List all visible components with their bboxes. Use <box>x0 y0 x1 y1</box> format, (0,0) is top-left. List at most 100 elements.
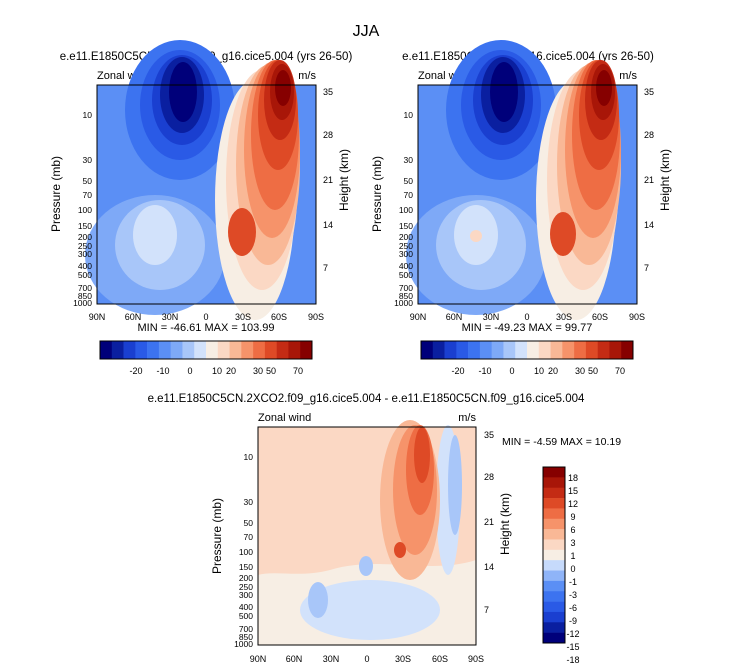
y-tick: 250 <box>239 582 253 592</box>
colorbar-label: -20 <box>451 366 464 376</box>
y-tick: 100 <box>78 205 92 215</box>
colorbar-swatch <box>468 341 481 359</box>
diff-jet-4 <box>414 427 430 483</box>
y2-tick: 7 <box>484 605 489 615</box>
x-tick: 90N <box>250 654 267 664</box>
colorbar-swatch <box>543 622 565 633</box>
colorbar-label: 20 <box>226 366 236 376</box>
y2-tick: 21 <box>644 175 654 185</box>
colorbar-swatch <box>491 341 504 359</box>
colorbar-swatch <box>543 508 565 520</box>
page-title: JJA <box>353 23 380 40</box>
left-jet-8 <box>275 70 291 106</box>
panel-diff-ylabel: Pressure (mb) <box>210 498 224 574</box>
colorbar-swatch <box>135 341 148 359</box>
colorbar-label: 15 <box>568 486 578 496</box>
y-tick: 200 <box>399 232 413 242</box>
y2-tick: 35 <box>484 430 494 440</box>
colorbar-swatch <box>543 467 565 478</box>
y-tick: 100 <box>239 547 253 557</box>
colorbar-swatch <box>550 341 563 359</box>
colorbar-label: 3 <box>570 538 575 548</box>
y-tick: 150 <box>239 562 253 572</box>
colorbar-label: -10 <box>156 366 169 376</box>
colorbar-swatch <box>288 341 301 359</box>
colorbar-swatch <box>543 518 565 530</box>
x-tick: 90N <box>410 312 427 322</box>
colorbar-swatch <box>300 341 313 359</box>
colorbar-label: -10 <box>478 366 491 376</box>
panel-left-units: m/s <box>298 70 316 82</box>
colorbar-label: -1 <box>569 577 577 587</box>
panel-right-colorbar: -20 -10 0 10 20 30 50 70 <box>420 340 634 376</box>
y-tick: 500 <box>78 270 92 280</box>
x-tick: 60N <box>125 312 142 322</box>
left-upper-e-5 <box>169 62 197 122</box>
x-tick: 90S <box>468 654 484 664</box>
y-tick: 1000 <box>234 639 253 649</box>
y-tick: 300 <box>239 590 253 600</box>
right-frame <box>417 84 638 305</box>
y-tick: 1000 <box>73 298 92 308</box>
panel-right-ylabel: Pressure (mb) <box>370 156 384 232</box>
colorbar-swatch <box>229 341 242 359</box>
colorbar-label: 70 <box>615 366 625 376</box>
panel-left-xticks: 90N 60N 30N 0 30S 60S 90S <box>89 312 324 322</box>
colorbar-label: 12 <box>568 499 578 509</box>
y2-tick: 35 <box>323 87 333 97</box>
x-tick: 0 <box>203 312 208 322</box>
panel-right-y2label: Height (km) <box>658 149 672 211</box>
x-tick: 30S <box>395 654 411 664</box>
colorbar-swatch <box>432 341 445 359</box>
colorbar-labels: -20 -10 0 10 20 30 50 70 <box>451 366 625 376</box>
x-tick: 30N <box>162 312 179 322</box>
colorbar-frame <box>99 340 313 360</box>
colorbar-frame <box>420 340 634 360</box>
diff-negative-mid <box>359 556 373 576</box>
colorbar-swatch <box>158 341 171 359</box>
colorbar-label: 10 <box>534 366 544 376</box>
panel-right-xticks: 90N 60N 30N 0 30S 60S 90S <box>410 312 645 322</box>
panel-right: e.e11.E1850C5CN.f09_g16.cice5.004 (yrs 2… <box>370 40 672 376</box>
colorbar-swatch <box>543 487 565 499</box>
y-tick: 500 <box>399 270 413 280</box>
colorbar-label: -18 <box>566 655 579 665</box>
colorbar-frame <box>542 466 566 644</box>
y2-tick: 14 <box>484 562 494 572</box>
y2-tick: 7 <box>323 263 328 273</box>
panel-diff-colorbar: 18 15 12 9 6 3 1 0 -1 -3 -6 -9 -12 -15 -… <box>542 466 580 665</box>
x-tick: 60N <box>286 654 303 664</box>
colorbar-swatch <box>170 341 183 359</box>
y-tick: 100 <box>399 205 413 215</box>
y-tick: 250 <box>78 241 92 251</box>
colorbar-swatch <box>543 601 565 613</box>
y-tick: 400 <box>239 602 253 612</box>
colorbar-label: 0 <box>509 366 514 376</box>
y2-tick: 14 <box>323 220 333 230</box>
y-tick: 400 <box>78 261 92 271</box>
colorbar-label: -6 <box>569 603 577 613</box>
panel-diff-units: m/s <box>458 412 476 424</box>
y-tick: 70 <box>244 532 254 542</box>
panel-left: e.e11.E1850C5CN.2XCO2.f09_g16.cice5.004 … <box>49 40 352 376</box>
x-tick: 60S <box>592 312 608 322</box>
colorbar-swatch <box>276 341 289 359</box>
colorbar-label: -20 <box>129 366 142 376</box>
y-tick: 50 <box>83 176 93 186</box>
colorbar-swatch <box>543 570 565 582</box>
colorbar-cells <box>420 340 634 360</box>
colorbar-swatch <box>543 611 565 623</box>
y-tick: 70 <box>404 190 414 200</box>
panel-right-field <box>406 40 638 320</box>
y-tick: 10 <box>83 110 93 120</box>
panel-left-stats: MIN = -46.61 MAX = 103.99 <box>138 322 275 334</box>
panel-diff-title: e.e11.E1850C5CN.2XCO2.f09_g16.cice5.004 … <box>148 393 585 405</box>
colorbar-label: -3 <box>569 590 577 600</box>
colorbar-swatch <box>253 341 266 359</box>
panel-diff-variable: Zonal wind <box>258 412 311 424</box>
colorbar-swatch <box>111 341 124 359</box>
colorbar-swatch <box>597 341 610 359</box>
colorbar-swatch <box>217 341 230 359</box>
colorbar-swatch <box>241 341 254 359</box>
